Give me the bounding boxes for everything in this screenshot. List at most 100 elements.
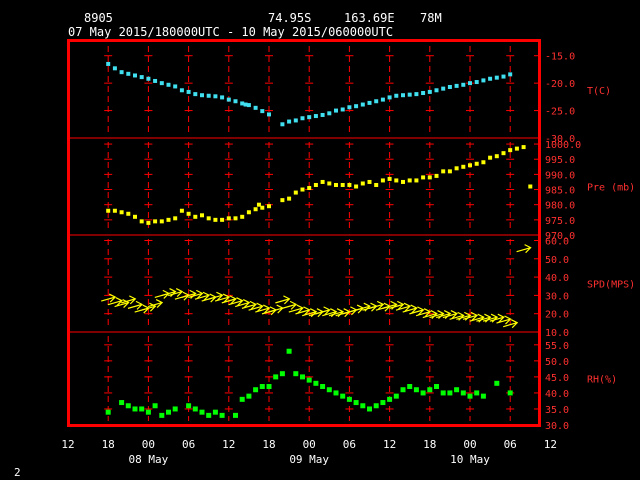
rh-point xyxy=(507,390,513,396)
wind-arrow-shaft xyxy=(141,305,156,311)
wind-arrow xyxy=(101,293,117,303)
wind-arrow-shaft xyxy=(275,298,290,304)
wind-arrow xyxy=(489,313,505,323)
temperature-point xyxy=(421,91,426,96)
pressure-point xyxy=(434,173,439,178)
pressure-point xyxy=(307,186,312,191)
pressure-point xyxy=(528,184,533,189)
wind-arrow-shaft xyxy=(208,294,223,300)
pressure-point xyxy=(347,182,352,187)
temperature-point xyxy=(112,66,117,71)
wind-arrow xyxy=(389,300,405,310)
wind-arrow-shaft xyxy=(107,300,123,306)
pressure-point xyxy=(220,217,225,222)
xtick-label: 06 xyxy=(343,438,356,451)
rh-point xyxy=(326,387,332,393)
time-period: 07 May 2015/180000UTC - 10 May 2015/0600… xyxy=(68,25,393,39)
wind-arrow xyxy=(402,304,418,314)
temperature-point xyxy=(126,71,131,76)
ytick-label-pressure: 985.0 xyxy=(545,186,575,197)
wind-arrow-shaft xyxy=(214,296,230,302)
rh-point xyxy=(413,387,419,393)
pressure-point xyxy=(407,178,412,183)
pressure-point xyxy=(488,155,493,160)
wind-arrow xyxy=(462,311,479,321)
temperature-point xyxy=(434,88,439,93)
wind-arrow xyxy=(395,302,412,312)
wind-arrow xyxy=(369,300,385,310)
pressure-point xyxy=(200,213,204,218)
temperature-point xyxy=(367,100,372,105)
wind-arrow-shaft xyxy=(248,305,263,311)
temperature-point xyxy=(213,94,218,99)
temperature-point xyxy=(233,99,238,104)
temperature-point xyxy=(427,89,432,94)
pressure-point xyxy=(313,182,318,187)
pressure-point xyxy=(421,175,426,180)
wind-arrow-head xyxy=(256,302,264,312)
panel-label-temperature: T(C) xyxy=(587,86,611,97)
wind-arrow-head xyxy=(497,313,505,323)
wind-arrow xyxy=(496,315,512,325)
wind-arrow xyxy=(208,291,224,301)
temperature-point xyxy=(360,102,365,107)
panel-label-rh: RH(%) xyxy=(587,375,617,386)
xtick-label: 06 xyxy=(182,438,195,451)
wind-arrow xyxy=(214,293,231,303)
wind-arrow xyxy=(127,300,144,310)
ytick-label-temperature: -25.0 xyxy=(545,107,575,118)
wind-arrow xyxy=(268,304,284,314)
rh-point xyxy=(440,390,446,396)
temperature-point xyxy=(166,82,171,87)
wind-arrow xyxy=(228,297,244,307)
rh-point xyxy=(273,374,279,380)
wind-arrow xyxy=(442,309,458,319)
xtick-label: 18 xyxy=(423,438,436,451)
temperature-point xyxy=(139,75,144,80)
xtick-label: 12 xyxy=(61,438,74,451)
wind-arrow-shaft xyxy=(121,298,136,304)
pressure-point xyxy=(173,216,178,221)
temperature-point xyxy=(287,119,292,124)
wind-arrow-head xyxy=(115,297,123,307)
temperature-point xyxy=(220,95,225,100)
wind-arrow-shaft xyxy=(355,305,370,311)
pressure-point xyxy=(106,208,111,213)
rh-point xyxy=(474,390,480,396)
day-label: 09 May xyxy=(289,453,329,466)
temperature-point xyxy=(501,74,506,79)
xtick-label: 00 xyxy=(303,438,316,451)
rh-point xyxy=(125,403,131,409)
temperature-point xyxy=(280,122,285,127)
pressure-point xyxy=(320,179,325,184)
wind-arrow-shaft xyxy=(221,298,236,304)
rh-point xyxy=(434,384,439,390)
wind-arrow xyxy=(241,300,257,310)
pressure-point xyxy=(233,216,238,221)
pressure-point xyxy=(514,146,519,151)
rh-point xyxy=(172,406,178,412)
temperature-point xyxy=(193,92,198,97)
wind-arrow-head xyxy=(135,300,144,310)
rh-point xyxy=(467,393,473,399)
rh-point xyxy=(219,412,225,418)
rh-point xyxy=(353,400,359,406)
pressure-point xyxy=(112,208,117,213)
station-id: 8905 xyxy=(84,11,113,25)
wind-arrow-shaft xyxy=(288,307,303,313)
wind-arrow-head xyxy=(216,291,224,301)
wind-arrow-shaft xyxy=(268,307,283,313)
pressure-point xyxy=(387,176,392,181)
rh-point xyxy=(259,384,265,390)
temperature-point xyxy=(407,92,412,97)
temperature-point xyxy=(159,81,164,86)
rh-point xyxy=(373,403,379,409)
rh-point xyxy=(199,409,205,415)
day-label: 10 May xyxy=(450,453,490,466)
pressure-point xyxy=(327,181,332,186)
temperature-point xyxy=(246,103,251,108)
rh-point xyxy=(393,393,399,399)
wind-arrow-shaft xyxy=(188,292,203,298)
